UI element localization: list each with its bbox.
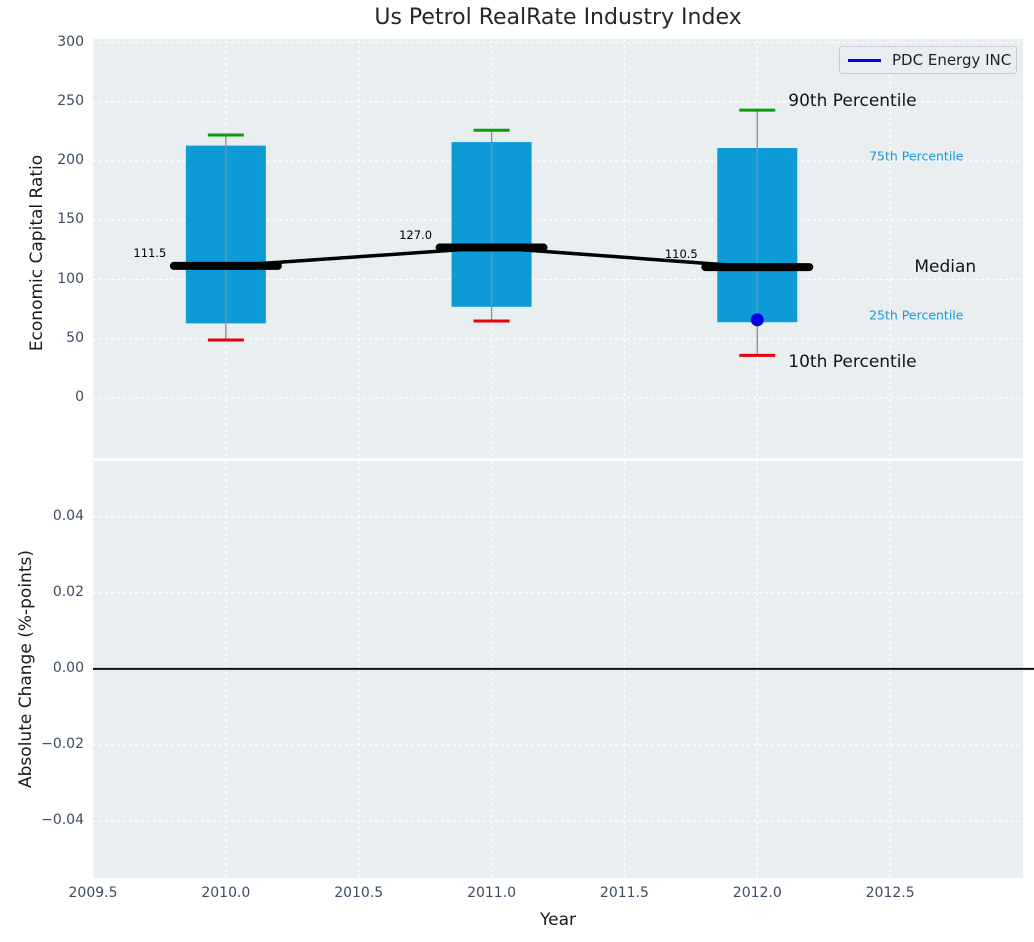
annotation-90th-percentile: 90th Percentile [788, 91, 917, 112]
annotation-75th-percentile: 75th Percentile [869, 148, 964, 164]
y-tick-label: 50 [66, 329, 84, 346]
y-tick-label: −0.02 [41, 735, 84, 752]
y-tick-label: 150 [57, 211, 84, 228]
top-plot-canvas [92, 39, 1023, 458]
bottom-plot [92, 461, 1034, 878]
bottom-plot-canvas [92, 461, 1034, 878]
median-value-label: 111.5 [133, 245, 167, 260]
y-tick-label: −0.04 [41, 811, 84, 828]
y-tick-label: 100 [57, 270, 84, 287]
annotation-10th-percentile: 10th Percentile [788, 352, 917, 373]
x-tick-label: 2009.5 [68, 885, 118, 901]
annotation-25th-percentile: 25th Percentile [869, 307, 964, 323]
company-data-point [750, 313, 764, 327]
legend: PDC Energy INC [839, 46, 1017, 74]
median-value-label: 127.0 [399, 227, 433, 242]
legend-line-icon [848, 58, 881, 62]
x-tick-label: 2012.0 [732, 885, 782, 901]
top-plot [92, 39, 1023, 458]
x-tick-label: 2010.5 [334, 885, 384, 901]
y-tick-label: 250 [57, 92, 84, 109]
y-tick-label: 0 [75, 389, 84, 406]
median-value-label: 110.5 [664, 247, 698, 262]
x-tick-label: 2011.5 [599, 885, 649, 901]
y-tick-label: 0.00 [52, 659, 84, 676]
y-tick-label: 0.04 [52, 507, 84, 524]
y-tick-label: 200 [57, 152, 84, 169]
y-tick-label: 300 [57, 33, 84, 50]
annotation-median: Median [914, 257, 977, 278]
x-axis-label: Year [540, 910, 576, 930]
x-tick-label: 2012.5 [865, 885, 915, 901]
x-tick-label: 2011.0 [467, 885, 517, 901]
x-tick-label: 2010.0 [201, 885, 251, 901]
y-axis-label-top: Economic Capital Ratio [27, 154, 47, 352]
legend-label: PDC Energy INC [892, 51, 1012, 69]
y-tick-label: 0.02 [52, 583, 84, 600]
chart-title: Us Petrol RealRate Industry Index [374, 5, 742, 30]
